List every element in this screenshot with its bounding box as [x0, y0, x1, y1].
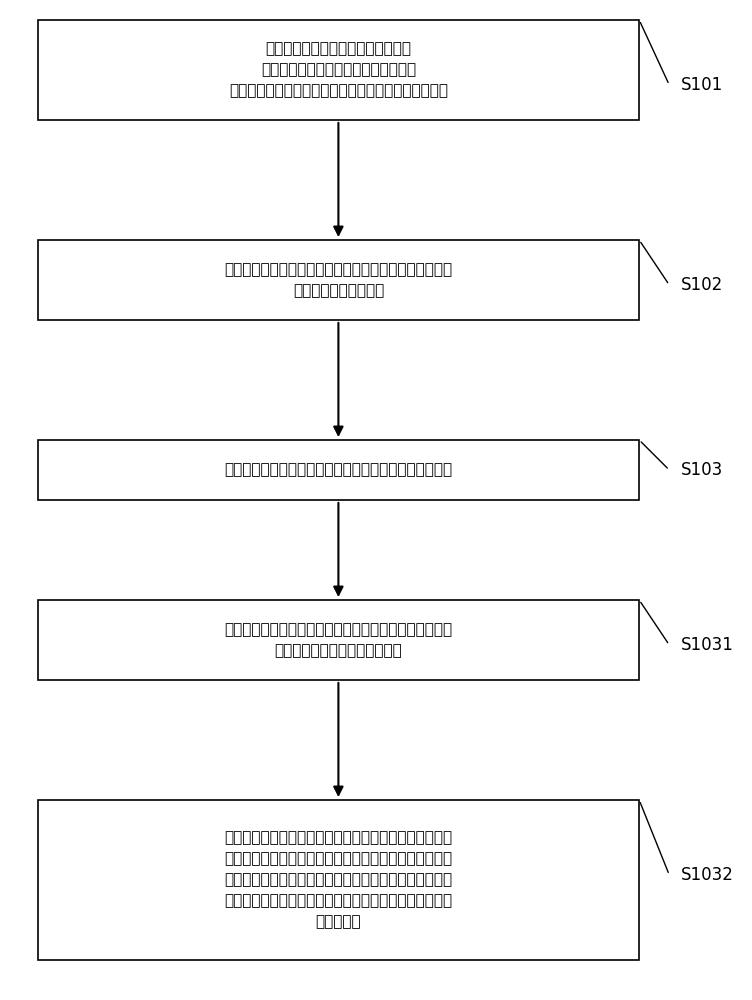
Text: S1031: S1031 [681, 636, 733, 654]
Text: 获取第一筛选条件和第二筛选条件，
第一筛选条件用于表示胎心监护的监测
项目，第二筛选条件包括预设的胎心率指标的参数范围: 获取第一筛选条件和第二筛选条件， 第一筛选条件用于表示胎心监护的监测 项目，第二… [229, 41, 448, 99]
FancyBboxPatch shape [38, 800, 639, 960]
FancyBboxPatch shape [38, 600, 639, 680]
Text: S101: S101 [681, 76, 723, 94]
Text: 若截取出的曲线段的持续时长均小于第二阈值，选取出其
中持续时长最长的曲线段并输出: 若截取出的曲线段的持续时长均小于第二阈值，选取出其 中持续时长最长的曲线段并输出 [224, 622, 453, 658]
FancyBboxPatch shape [38, 440, 639, 500]
Text: 对于截取出的曲线段中存在的持续时长不小于第二阈值的
曲线段，基于各个胎心率指标所对应的权值分布，分别计
算每条曲线段的权值，并基于计算出的权值选取出用于进
行分: 对于截取出的曲线段中存在的持续时长不小于第二阈值的 曲线段，基于各个胎心率指标所… [224, 830, 453, 930]
Text: S103: S103 [681, 461, 723, 479]
FancyBboxPatch shape [38, 240, 639, 320]
Text: 从截取出的曲线段中选取出用于进行分析的曲线段并输出: 从截取出的曲线段中选取出用于进行分析的曲线段并输出 [224, 462, 453, 478]
FancyBboxPatch shape [38, 20, 639, 120]
Text: S102: S102 [681, 276, 723, 294]
Text: 从待分析的胎心率曲线中截取出同时满足第一筛选条件和
第二筛选条件的曲线段: 从待分析的胎心率曲线中截取出同时满足第一筛选条件和 第二筛选条件的曲线段 [224, 262, 453, 298]
Text: S1032: S1032 [681, 866, 733, 884]
